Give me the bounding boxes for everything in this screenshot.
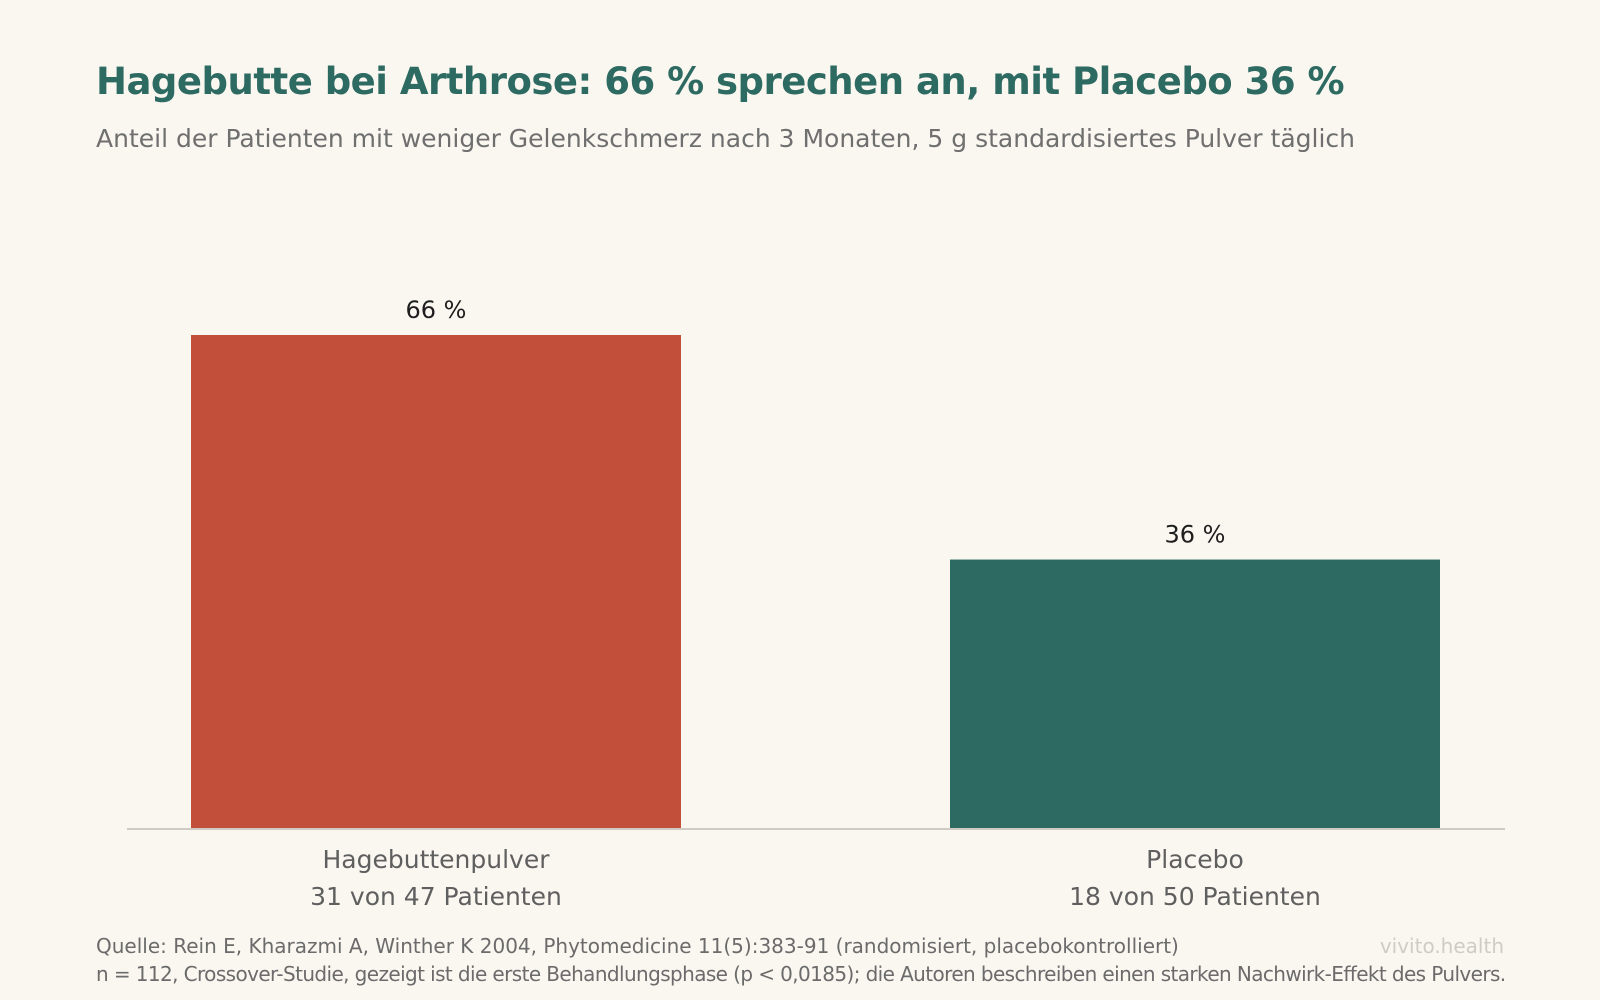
category-sublabel-0: 31 von 47 Patienten	[310, 882, 562, 911]
category-sublabel-1: 18 von 50 Patienten	[1069, 882, 1321, 911]
bar-chart: 66 % Hagebuttenpulver 31 von 47 Patienten 3…	[127, 296, 1505, 911]
bar-1	[950, 559, 1440, 829]
brand-watermark: vivito.health	[1379, 934, 1504, 958]
source-note: Quelle: Rein E, Kharazmi A, Winther K 20…	[96, 934, 1179, 958]
category-label-1: Placebo	[1146, 845, 1244, 874]
chart-title: Hagebutte bei Arthrose: 66 % sprechen an…	[96, 60, 1345, 103]
chart-subtitle: Anteil der Patienten mit weniger Gelenks…	[96, 124, 1355, 153]
value-label-1: 36 %	[1165, 521, 1226, 549]
value-label-0: 66 %	[406, 296, 467, 324]
study-note: n = 112, Crossover-Studie, gezeigt ist d…	[96, 962, 1506, 986]
bar-0	[191, 335, 681, 829]
category-label-0: Hagebuttenpulver	[322, 845, 550, 874]
